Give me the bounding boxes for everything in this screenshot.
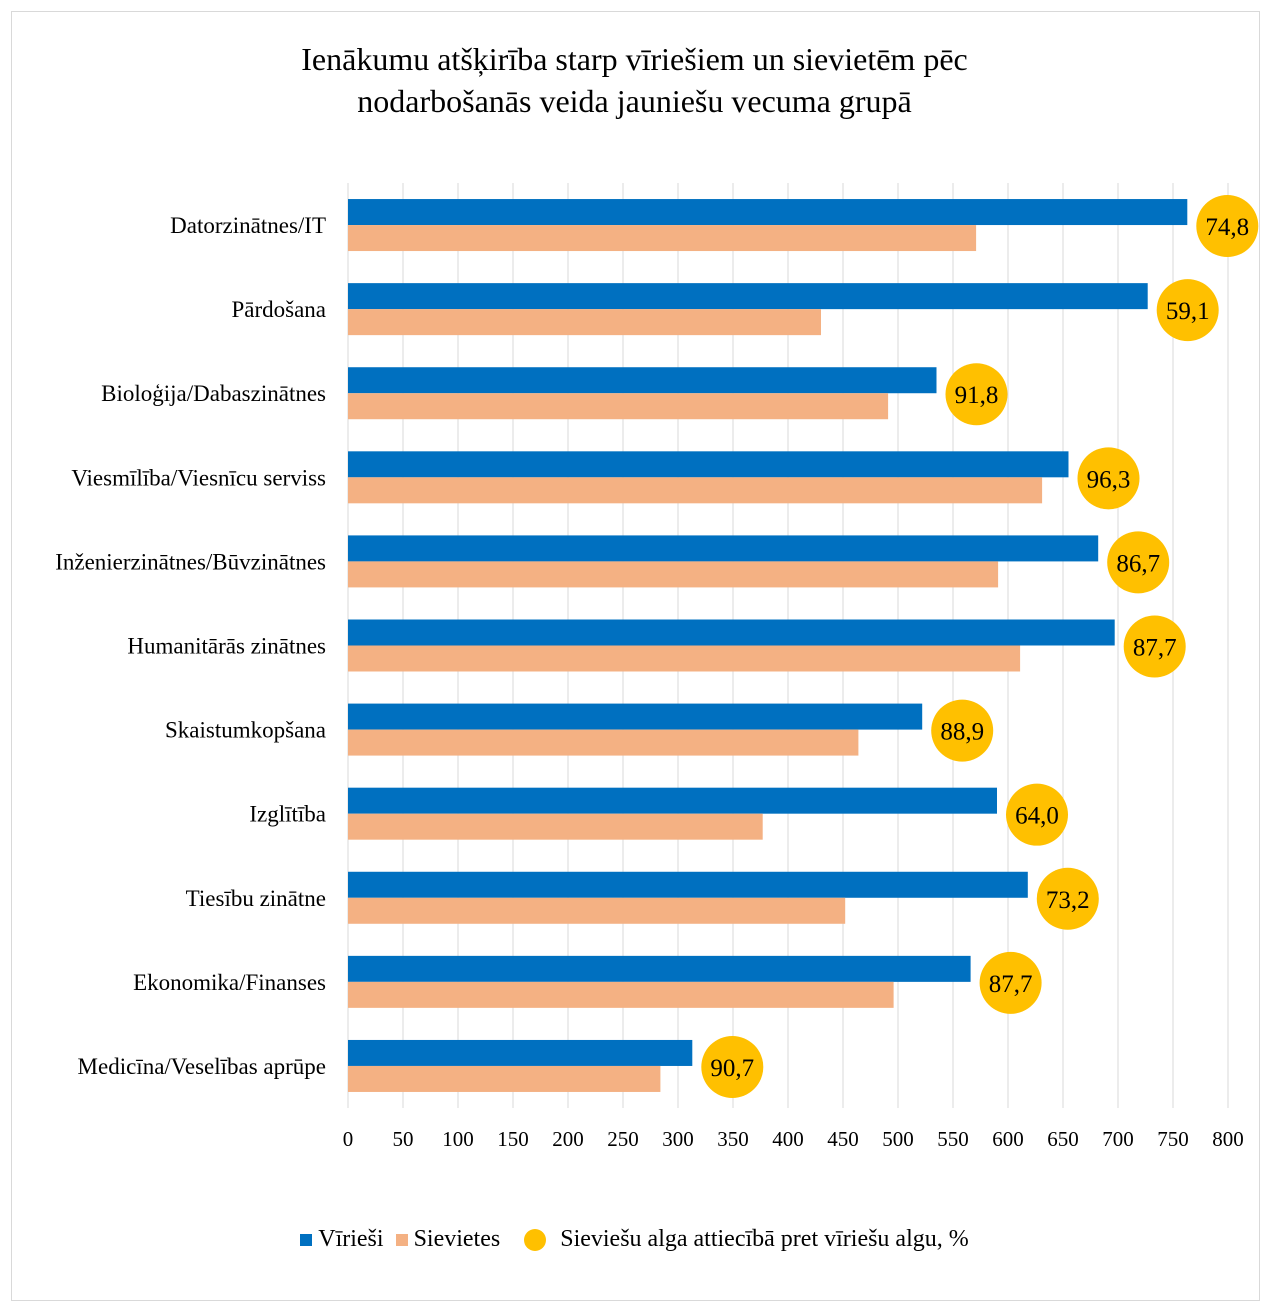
bar-women	[348, 477, 1043, 504]
bar-men	[348, 451, 1069, 478]
bar-women	[348, 561, 999, 588]
ratio-bubble	[1006, 783, 1068, 846]
legend-item-women: Sievietes	[395, 1226, 501, 1253]
legend-label-ratio: Sieviešu alga attiecībā pret vīriešu alg…	[560, 1226, 969, 1252]
category-label: Viesmīlība/Viesnīcu serviss	[71, 465, 326, 490]
bar-men	[348, 955, 971, 982]
bar-women	[348, 393, 889, 420]
category-label: Izglītība	[249, 802, 326, 827]
legend-swatch-men	[300, 1233, 313, 1246]
x-tick-label: 650	[1047, 1127, 1079, 1151]
chart-title-line-2: nodarbošanās veida jauniešu vecuma grupā	[357, 83, 912, 119]
x-tick-label: 600	[992, 1127, 1024, 1151]
x-tick-label: 0	[343, 1127, 354, 1151]
ratio-bubble	[1156, 279, 1219, 342]
x-tick-label: 300	[662, 1127, 694, 1151]
bar-men	[348, 619, 1115, 646]
category-label: Ekonomika/Finanses	[133, 970, 326, 995]
bar-women	[348, 981, 894, 1008]
category-label: Medicīna/Veselības aprūpe	[78, 1054, 326, 1079]
x-tick-label: 400	[772, 1127, 804, 1151]
bar-men	[348, 871, 1028, 898]
bar-women	[348, 897, 846, 924]
bar-men	[348, 703, 923, 730]
x-tick-label: 550	[937, 1127, 969, 1151]
ratio-label: 88,9	[940, 719, 984, 746]
category-label: Tiesību zinātne	[186, 886, 326, 911]
ratio-label: 96,3	[1087, 466, 1131, 493]
bar-men	[348, 199, 1188, 226]
ratio-bubble	[979, 951, 1042, 1014]
chart-title: Ienākumu atšķirība starp vīriešiem un si…	[0, 38, 1269, 122]
legend-item-men: Vīrieši	[300, 1226, 384, 1253]
ratio-bubble	[1077, 447, 1140, 510]
ratio-label: 87,7	[989, 971, 1033, 998]
bar-men	[348, 367, 937, 394]
ratio-label: 59,1	[1166, 298, 1210, 325]
ratio-bubble	[1036, 867, 1099, 930]
bar-women	[348, 813, 763, 840]
chart-title-line-1: Ienākumu atšķirība starp vīriešiem un si…	[301, 41, 968, 77]
bar-men	[348, 787, 997, 814]
x-tick-label: 150	[497, 1127, 529, 1151]
ratio-bubble	[945, 363, 1008, 426]
ratio-label: 74,8	[1205, 214, 1249, 241]
ratio-label: 90,7	[710, 1055, 754, 1082]
category-label: Skaistumkopšana	[165, 718, 326, 743]
x-tick-label: 750	[1157, 1127, 1189, 1151]
bar-men	[348, 535, 1099, 562]
category-label: Bioloģija/Dabaszinātnes	[101, 381, 326, 406]
ratio-label: 86,7	[1116, 550, 1160, 577]
bar-women	[348, 225, 977, 252]
x-tick-label: 250	[607, 1127, 639, 1151]
legend-label-men: Vīrieši	[318, 1226, 384, 1252]
x-tick-label: 50	[393, 1127, 414, 1151]
ratio-label: 91,8	[955, 382, 999, 409]
x-tick-label: 450	[827, 1127, 859, 1151]
ratio-bubble	[701, 1035, 764, 1098]
category-label: Inženierzinātnes/Būvzinātnes	[55, 549, 326, 574]
ratio-label: 87,7	[1133, 635, 1177, 662]
x-tick-label: 500	[882, 1127, 914, 1151]
x-tick-label: 100	[442, 1127, 474, 1151]
legend-item-ratio: Sieviešu alga attiecībā pret vīriešu alg…	[512, 1226, 969, 1253]
legend: Vīrieši Sievietes Sieviešu alga attiecīb…	[0, 1226, 1269, 1253]
legend-dot-ratio	[524, 1228, 547, 1251]
ratio-label: 73,2	[1046, 887, 1090, 914]
ratio-label: 64,0	[1015, 803, 1059, 830]
bar-women	[348, 729, 859, 756]
x-tick-label: 700	[1102, 1127, 1134, 1151]
category-label: Datorzinātnes/IT	[170, 213, 326, 238]
bar-women	[348, 309, 821, 336]
bar-women	[348, 645, 1021, 672]
x-tick-label: 800	[1212, 1127, 1244, 1151]
ratio-bubble	[1123, 615, 1186, 678]
bar-men	[348, 283, 1148, 310]
legend-label-women: Sievietes	[413, 1226, 501, 1252]
category-label: Humanitārās zinātnes	[127, 634, 326, 659]
category-label: Pārdošana	[231, 297, 326, 322]
ratio-bubble	[1107, 531, 1170, 594]
x-tick-label: 350	[717, 1127, 749, 1151]
ratio-bubble	[931, 699, 994, 762]
ratio-bubble	[1196, 195, 1259, 258]
x-tick-label: 200	[552, 1127, 584, 1151]
legend-swatch-women	[395, 1233, 408, 1246]
bar-women	[348, 1065, 661, 1092]
bar-men	[348, 1039, 693, 1066]
